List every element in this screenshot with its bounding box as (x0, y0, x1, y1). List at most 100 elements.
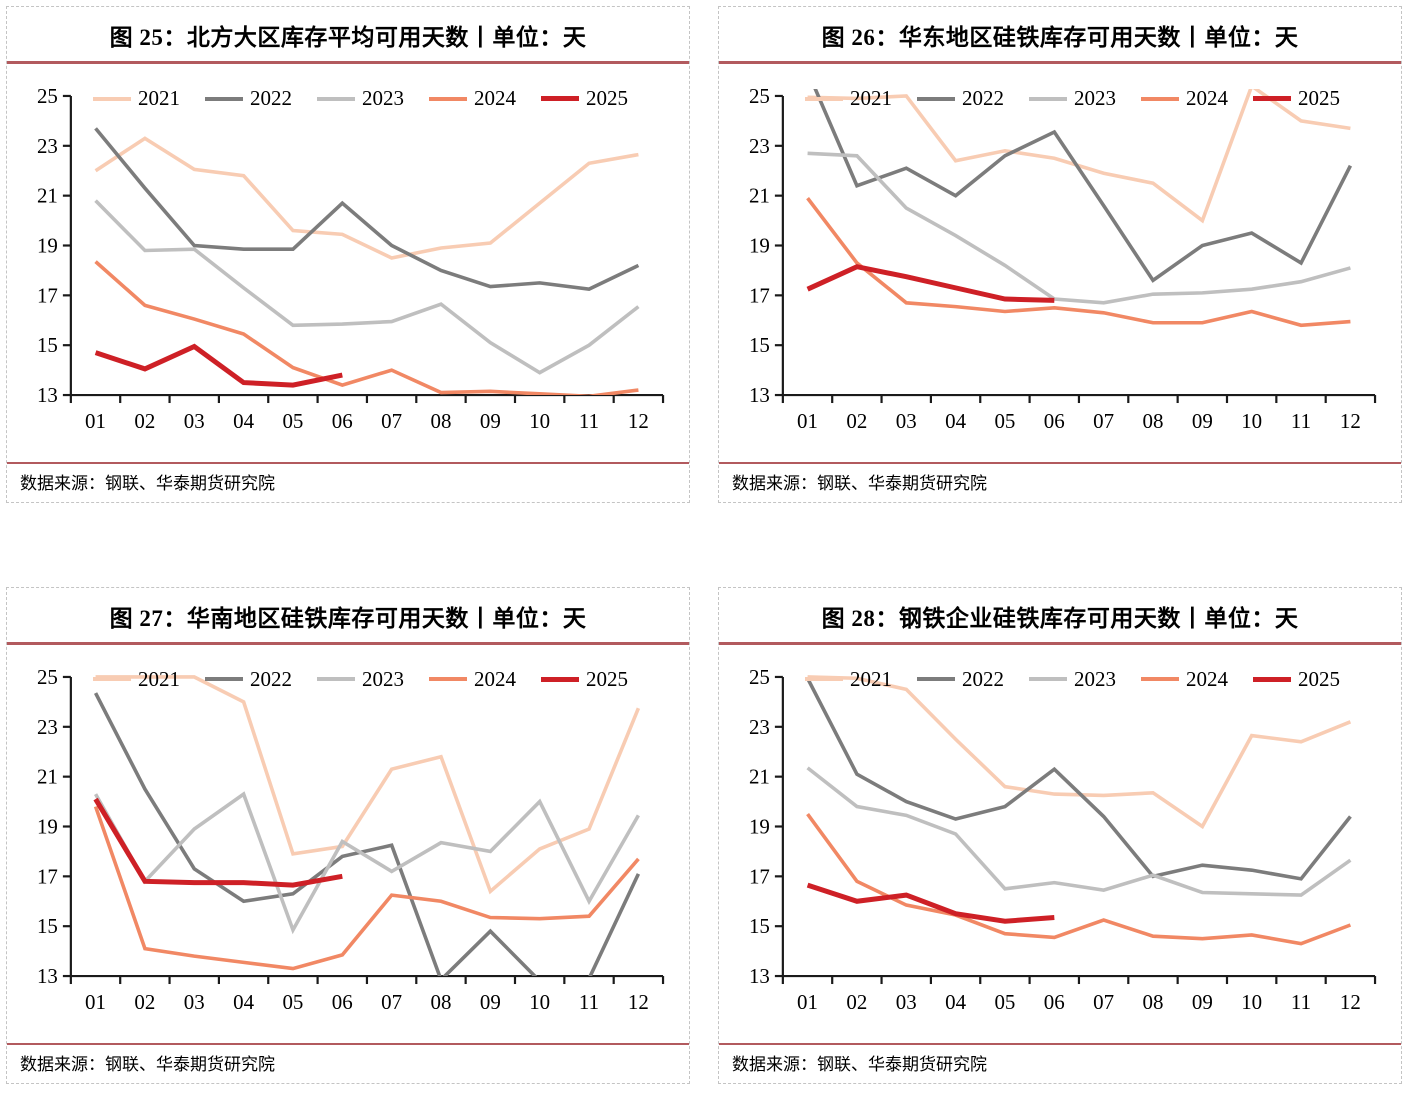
y-axis-label: 23 (37, 714, 58, 738)
legend-label: 2022 (250, 666, 292, 691)
series-line-2022 (94, 127, 640, 292)
y-axis-label: 21 (37, 764, 58, 788)
y-axis-label: 17 (37, 864, 58, 888)
y-axis-label: 25 (749, 84, 770, 108)
legend-swatch-2023 (1029, 677, 1067, 681)
chart-legend: 2021 2022 2023 2024 2025 (93, 666, 628, 691)
x-axis-label: 12 (628, 989, 649, 1013)
x-axis-label: 08 (1143, 989, 1164, 1013)
axes (774, 675, 1377, 984)
x-axis-label: 10 (529, 989, 550, 1013)
x-axis-label: 04 (945, 409, 966, 433)
x-axis-label: 07 (1093, 409, 1114, 433)
y-axis-label: 21 (749, 764, 770, 788)
y-axis-label: 23 (749, 714, 770, 738)
y-axis-label: 25 (37, 84, 58, 108)
x-axis-label: 11 (579, 989, 599, 1013)
x-axis-label: 09 (1192, 409, 1213, 433)
x-axis-label: 02 (846, 409, 867, 433)
series-line-2025 (93, 797, 343, 888)
y-axis-label: 19 (37, 814, 58, 838)
legend-swatch-2021 (93, 96, 131, 101)
axes (774, 94, 1377, 404)
legend-item-2021: 2021 (93, 666, 180, 691)
x-axis-label: 03 (896, 409, 917, 433)
legend-swatch-2022 (917, 96, 955, 101)
data-source-note: 数据来源：钢联、华泰期货研究院 (719, 1042, 1401, 1083)
data-source-note: 数据来源：钢联、华泰期货研究院 (7, 1042, 689, 1083)
figure-title: 图 26：华东地区硅铁库存可用天数丨单位：天 (821, 25, 1299, 50)
legend-label: 2022 (250, 86, 292, 110)
legend-label: 2021 (850, 86, 892, 110)
x-axis-label: 10 (529, 409, 550, 433)
legend-label: 2025 (586, 86, 628, 110)
legend-swatch-2021 (93, 677, 131, 681)
legend-swatch-2024 (1141, 96, 1179, 101)
series-group (94, 127, 640, 396)
legend-swatch-2023 (317, 96, 355, 101)
y-axis-label: 23 (749, 134, 770, 158)
x-axis-label: 06 (1044, 989, 1065, 1013)
x-axis-label: 06 (332, 989, 353, 1013)
legend-item-2021: 2021 (93, 88, 180, 109)
series-line-2024 (93, 805, 640, 970)
legend-item-2025: 2025 (541, 666, 628, 691)
x-axis-label: 04 (233, 989, 254, 1013)
legend-swatch-2022 (205, 96, 243, 101)
series-line-2024 (806, 197, 1351, 328)
series-line-2022 (813, 88, 1353, 283)
series-group (806, 88, 1353, 328)
legend-label: 2025 (586, 666, 628, 691)
figure-panel-27: 图 27：华南地区硅铁库存可用天数丨单位：天 2021 2022 2023 2024 2… (6, 586, 690, 1084)
chart-area: 2021 2022 2023 2024 2025 25 23 21 19 17 15 13 01 02 0… (7, 64, 689, 462)
x-axis-label: 05 (282, 409, 303, 433)
chart-legend: 2021 2022 2023 2024 2025 (805, 668, 1340, 690)
x-axis-label: 01 (797, 989, 818, 1013)
legend-label: 2024 (474, 86, 516, 110)
legend-swatch-2022 (205, 677, 243, 681)
line-chart: 25 23 21 19 17 15 13 01 02 03 04 05 06 07 08 09 10 11 12 (749, 84, 1377, 433)
x-axis-label: 10 (1241, 409, 1262, 433)
x-axis-label: 08 (1143, 409, 1164, 433)
legend-swatch-2023 (317, 677, 355, 681)
figure-panel-25: 图 25：北方大区库存平均可用天数丨单位：天 2021 2022 2023 2024 2… (6, 6, 690, 503)
title-rule (719, 641, 1401, 645)
figure-panel-28: 图 28：钢铁企业硅铁库存可用天数丨单位：天 2021 2022 2023 2024 2… (718, 586, 1402, 1084)
series-line-2022 (805, 676, 1352, 881)
y-axis-label: 13 (749, 383, 770, 407)
chart-area: 2021 2022 2023 2024 2025 25 23 21 19 17 15 13 01 02 0… (719, 645, 1401, 1043)
series-group (805, 674, 1352, 945)
x-axis-label: 07 (381, 989, 402, 1013)
x-axis-label: 07 (381, 409, 402, 433)
y-axis-label: 21 (37, 184, 58, 208)
x-axis-label: 11 (579, 409, 599, 433)
legend-item-2022: 2022 (205, 88, 292, 109)
legend-swatch-2025 (541, 96, 579, 101)
x-axis-label: 09 (480, 989, 501, 1013)
data-source-note: 数据来源：钢联、华泰期货研究院 (7, 462, 689, 502)
x-axis-label: 06 (332, 409, 353, 433)
legend-swatch-2023 (1029, 96, 1067, 101)
x-axis-label: 05 (994, 409, 1015, 433)
y-axis-label: 17 (749, 864, 770, 888)
x-axis-label: 04 (233, 409, 254, 433)
legend-swatch-2024 (1141, 677, 1179, 681)
series-line-2021 (95, 674, 641, 894)
x-axis-label: 09 (480, 409, 501, 433)
y-axis-label: 13 (37, 964, 58, 988)
legend-label: 2021 (138, 666, 180, 691)
x-axis-label: 03 (184, 989, 205, 1013)
x-axis-label: 01 (85, 409, 106, 433)
y-axis-label: 17 (37, 283, 58, 307)
y-axis-label: 13 (749, 964, 770, 988)
legend-item-2022: 2022 (917, 668, 1004, 690)
x-axis-label: 12 (1340, 989, 1361, 1013)
chart-area: 2021 2022 2023 2024 2025 25 23 21 19 17 15 13 01 02 0… (7, 645, 689, 1043)
x-axis-label: 12 (628, 409, 649, 433)
legend-label: 2023 (1074, 86, 1116, 110)
series-line-2023 (94, 790, 640, 934)
legend-item-2025: 2025 (1253, 88, 1340, 109)
y-axis-label: 15 (37, 333, 58, 357)
x-axis-label: 03 (896, 989, 917, 1013)
y-axis-label: 25 (37, 665, 58, 689)
